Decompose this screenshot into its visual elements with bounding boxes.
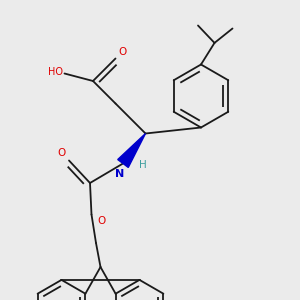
- Text: O: O: [118, 47, 126, 57]
- Text: N: N: [115, 169, 124, 179]
- Text: O: O: [57, 148, 65, 158]
- Text: H: H: [140, 160, 147, 170]
- Text: O: O: [97, 216, 105, 226]
- Text: HO: HO: [48, 67, 63, 77]
- Polygon shape: [118, 134, 146, 167]
